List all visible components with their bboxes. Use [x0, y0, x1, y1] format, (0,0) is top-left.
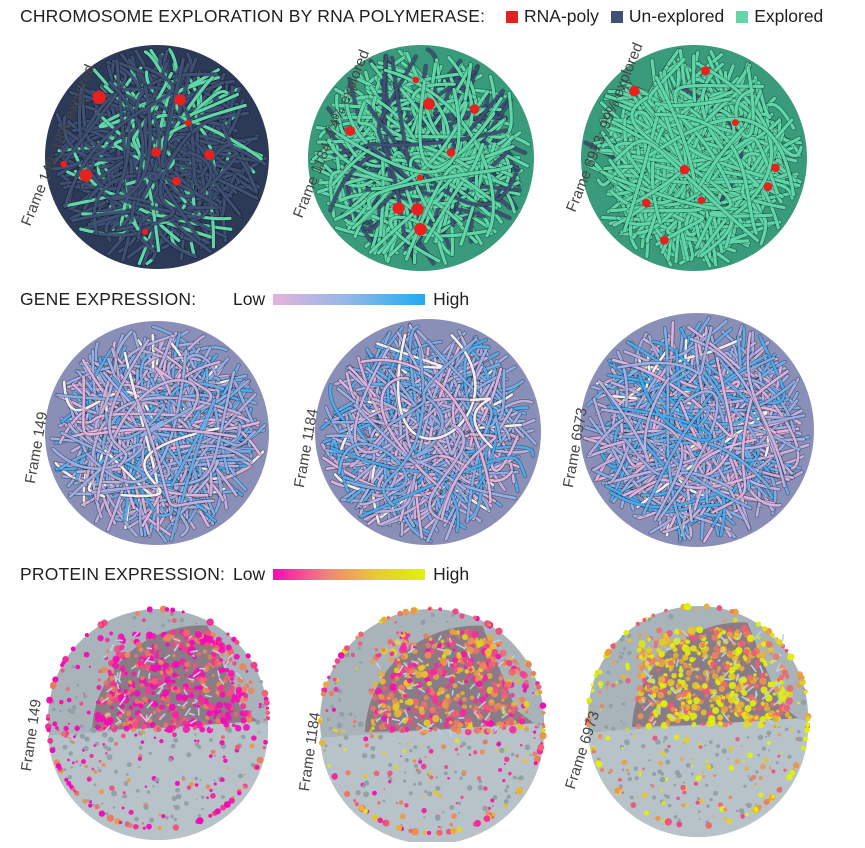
- strands: [49, 324, 267, 544]
- strands: [583, 48, 804, 269]
- strands: [319, 322, 538, 544]
- rna-poly-legend-label: RNA-poly: [524, 6, 599, 26]
- protein-low-label: Low: [233, 564, 266, 584]
- unexplored-legend-label: Un-explored: [628, 6, 725, 26]
- gene-panel-frame-149: [42, 318, 272, 548]
- cell-cutaway-frame-149: [44, 605, 271, 840]
- protein-panel-frame-1184: [312, 592, 552, 842]
- gene-sphere-frame-6973: [580, 313, 814, 547]
- surface-proteins: [584, 602, 812, 829]
- strands: [50, 47, 268, 267]
- chromosome-sphere-frame-1184: [308, 45, 534, 271]
- gene-expression-legend: Low High: [233, 289, 469, 310]
- gene-sphere-frame-1184: [315, 319, 541, 545]
- gene-low-label: Low: [233, 289, 266, 309]
- interior-proteins: [634, 624, 794, 730]
- gene-high-label: High: [433, 289, 470, 309]
- exploration-panel-frame-149: [42, 42, 272, 272]
- protein-expression-gradient: [273, 569, 426, 580]
- rna-polymerase-markers: [345, 76, 480, 236]
- cell-cutaway-frame-1184: [317, 606, 547, 842]
- rna-poly-swatch: [506, 10, 518, 23]
- explored-swatch: [736, 10, 749, 23]
- protein-high-label: High: [433, 564, 470, 584]
- unexplored-swatch: [610, 10, 623, 23]
- chromosome-exploration-title: CHROMOSOME EXPLORATION BY RNA POLYMERASE…: [20, 6, 486, 26]
- exploration-legend: RNA-poly Un-explored Explored: [506, 6, 823, 27]
- exploration-panel-frame-6973: [578, 42, 810, 274]
- protein-expression-title: PROTEIN EXPRESSION:: [20, 564, 226, 584]
- protein-panel-frame-149: [40, 590, 276, 840]
- gene-expression-gradient: [273, 294, 426, 305]
- interior-proteins: [94, 629, 255, 734]
- protein-panel-frame-6973: [580, 584, 816, 840]
- surface-proteins: [44, 605, 271, 831]
- chromosome-sphere-frame-6973: [581, 45, 807, 271]
- strands: [582, 315, 811, 544]
- gene-panel-frame-1184: [312, 316, 544, 548]
- protein-expression-legend: Low High: [233, 564, 469, 585]
- surface-proteins: [317, 606, 547, 836]
- strands: [309, 47, 531, 266]
- interior-proteins: [368, 628, 530, 737]
- rna-polymerase-markers: [60, 90, 215, 235]
- gene-sphere-frame-149: [45, 321, 269, 545]
- lower-hemisphere: [320, 723, 545, 842]
- explored-legend-label: Explored: [754, 6, 824, 26]
- gene-panel-frame-6973: [577, 310, 817, 550]
- gene-expression-title: GENE EXPRESSION:: [20, 289, 197, 309]
- exploration-panel-frame-1184: [305, 42, 537, 274]
- rna-polymerase-markers: [629, 66, 780, 245]
- chromosome-sphere-frame-149: [45, 45, 269, 269]
- cell-cutaway-frame-6973: [584, 602, 812, 838]
